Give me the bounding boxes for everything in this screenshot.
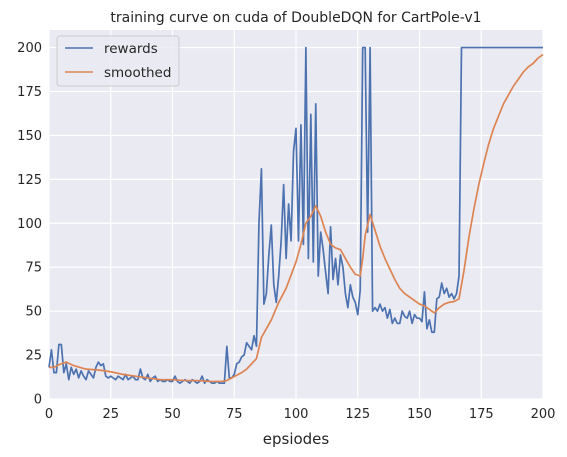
x-tick-label: 0 [45, 407, 53, 422]
legend-label-smoothed: smoothed [104, 65, 171, 81]
y-tick-label: 175 [17, 85, 42, 100]
y-tick-label: 125 [17, 173, 42, 188]
x-tick-label: 75 [226, 407, 243, 422]
x-axis-label: epsiodes [263, 430, 330, 448]
y-tick-labels: 0 25 50 75 100 125 150 175 200 [17, 41, 42, 407]
y-tick-label: 200 [17, 41, 42, 56]
x-tick-label: 175 [469, 407, 494, 422]
x-tick-label: 25 [102, 407, 119, 422]
series-line-smoothed [49, 53, 544, 383]
x-tick-labels: 0 25 50 75 100 125 150 175 200 [45, 407, 556, 422]
y-tick-label: 150 [17, 129, 42, 144]
x-tick-label: 150 [407, 407, 432, 422]
y-tick-label: 25 [25, 349, 42, 364]
x-tick-label: 100 [284, 407, 309, 422]
x-tick-label: 200 [531, 407, 556, 422]
y-tick-label: 75 [25, 261, 42, 276]
y-tick-label: 50 [25, 305, 42, 320]
legend-label-rewards: rewards [104, 41, 158, 57]
legend: rewards smoothed [56, 35, 180, 87]
y-tick-label: 0 [34, 393, 42, 408]
y-tick-label: 100 [17, 217, 42, 232]
series-layer [48, 46, 544, 385]
x-tick-label: 50 [164, 407, 181, 422]
series-line-rewards [48, 46, 543, 385]
grid-lines [48, 30, 544, 400]
chart-title: training curve on cuda of DoubleDQN for … [110, 10, 481, 26]
x-tick-label: 125 [345, 407, 370, 422]
